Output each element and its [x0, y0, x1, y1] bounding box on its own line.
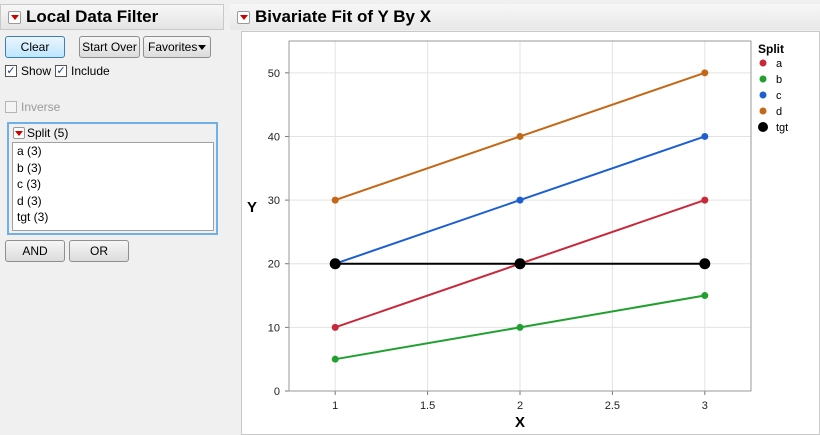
y-axis-label: Y [247, 199, 257, 216]
legend-marker-c [759, 91, 767, 99]
legend-label-c: c [776, 90, 782, 102]
legend-marker-d [759, 107, 767, 115]
legend-label-tgt: tgt [776, 122, 788, 134]
data-point-a [701, 196, 709, 204]
show-checkbox[interactable]: ✓ [5, 64, 17, 77]
split-column-label: Split (5) [27, 126, 69, 140]
data-point-b [701, 292, 709, 300]
list-item[interactable]: tgt (3) [17, 210, 49, 224]
data-point-tgt [699, 258, 711, 270]
split-column-header: Split (5) [11, 126, 68, 140]
legend-marker-b [759, 75, 767, 83]
y-tick-label: 20 [268, 259, 280, 271]
list-item[interactable]: c (3) [17, 177, 41, 191]
report-outline-header: Bivariate Fit of Y By X [230, 4, 820, 30]
data-point-b [516, 323, 524, 331]
include-option[interactable]: ✓ Include [55, 64, 110, 78]
y-tick-label: 50 [268, 68, 280, 80]
data-point-d [701, 69, 709, 77]
x-tick-label: 2.5 [605, 400, 620, 412]
filter-outline-header: Local Data Filter [0, 4, 224, 30]
or-button[interactable]: OR [69, 240, 129, 262]
local-data-filter-panel: Local Data Filter Clear Start Over Favor… [0, 0, 236, 435]
y-tick-label: 40 [268, 131, 280, 143]
y-tick-label: 10 [268, 322, 280, 334]
legend-label-b: b [776, 74, 782, 86]
data-point-c [516, 196, 524, 204]
legend-marker-a [759, 59, 767, 67]
filter-menu-triangle-icon[interactable] [8, 10, 21, 24]
split-menu-triangle-icon[interactable] [13, 127, 25, 139]
and-button[interactable]: AND [5, 240, 65, 262]
data-point-d [516, 132, 524, 140]
report-title: Bivariate Fit of Y By X [255, 7, 432, 26]
report-menu-triangle-icon[interactable] [237, 10, 250, 24]
list-item[interactable]: b (3) [17, 160, 42, 175]
filter-title: Local Data Filter [26, 7, 159, 26]
start-over-button[interactable]: Start Over [79, 36, 140, 58]
x-tick-label: 1 [332, 400, 338, 412]
list-item[interactable]: a (3) [17, 144, 42, 158]
include-checkbox[interactable]: ✓ [55, 64, 67, 77]
inverse-label: Inverse [21, 100, 61, 114]
legend-marker-tgt [758, 122, 768, 132]
data-point-d [331, 196, 339, 204]
show-label: Show [21, 64, 52, 78]
favorites-label: Favorites [148, 40, 198, 54]
inverse-checkbox [5, 101, 17, 113]
legend-label-d: d [776, 106, 782, 118]
data-point-a [331, 323, 339, 331]
show-option[interactable]: ✓ Show [5, 64, 51, 78]
split-value-list[interactable]: a (3) b (3) c (3) d (3) tgt (3) [12, 142, 214, 231]
legend-label-a: a [776, 58, 783, 70]
clear-button[interactable]: Clear [5, 36, 65, 58]
include-label: Include [71, 64, 110, 78]
x-tick-label: 3 [702, 400, 708, 412]
x-tick-label: 2 [517, 400, 523, 412]
inverse-option: Inverse [5, 100, 60, 114]
split-filter-box: Split (5) a (3) b (3) c (3) d (3) tgt (3… [7, 122, 218, 235]
y-tick-label: 30 [268, 195, 280, 207]
data-point-tgt [514, 258, 526, 270]
report-panel: 1 1.5 2 2.5 3 0 10 20 30 40 50 Y X Split a b c d tgt [241, 31, 820, 435]
list-item[interactable]: d (3) [17, 193, 42, 208]
favorites-button[interactable]: Favorites [143, 36, 211, 58]
x-axis-label: X [515, 414, 525, 431]
y-tick-label: 0 [274, 386, 280, 398]
chevron-down-icon [198, 45, 206, 50]
x-tick-label: 1.5 [420, 400, 435, 412]
data-point-tgt [329, 258, 341, 270]
data-point-c [701, 132, 709, 140]
legend-title: Split [758, 42, 784, 56]
data-point-b [331, 355, 339, 363]
